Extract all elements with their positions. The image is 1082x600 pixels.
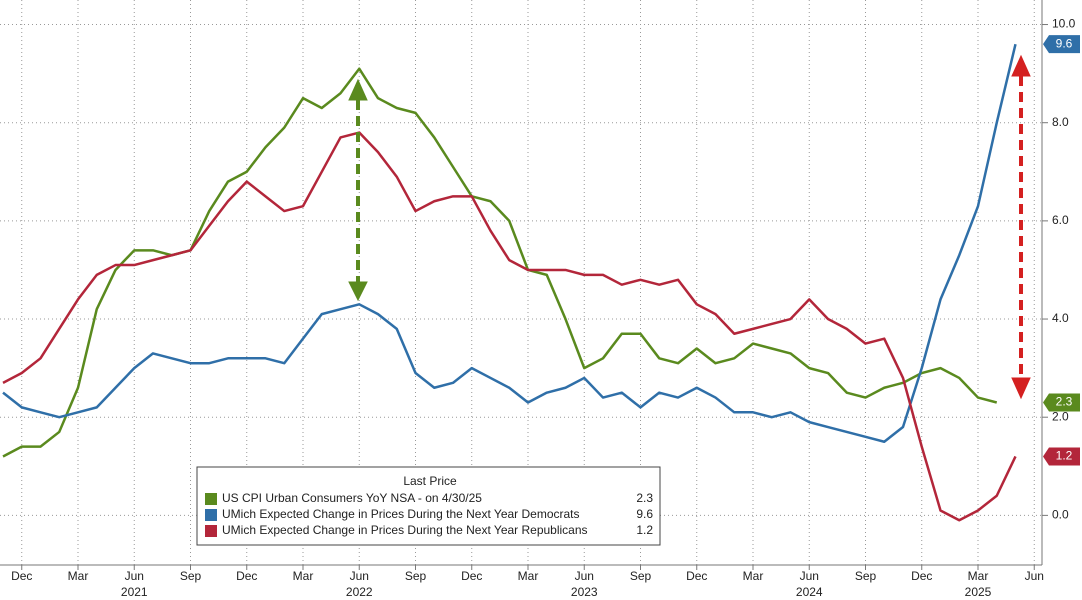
value-tag (1043, 35, 1080, 54)
series-line (2, 131, 1017, 522)
x-tick-label: Sep (180, 569, 202, 583)
year-label: 2022 (346, 585, 373, 599)
legend-label: UMich Expected Change in Prices During t… (222, 507, 580, 521)
x-tick-label: Jun (575, 569, 594, 583)
x-tick-label: Jun (1025, 569, 1044, 583)
value-tag (1043, 393, 1080, 412)
legend-label: UMich Expected Change in Prices During t… (222, 523, 588, 537)
lines (2, 43, 1017, 522)
y-tick-label: 6.0 (1052, 213, 1069, 227)
legend-value: 9.6 (636, 507, 653, 521)
x-tick-label: Mar (518, 569, 539, 583)
y-tick-label: 2.0 (1052, 409, 1069, 423)
year-label: 2025 (965, 585, 992, 599)
red-arrow (1011, 54, 1031, 400)
value-tag-label: 2.3 (1056, 395, 1073, 409)
x-tick-label: Sep (630, 569, 652, 583)
legend-value: 2.3 (636, 491, 653, 505)
year-label: 2023 (571, 585, 598, 599)
x-tick-label: Mar (743, 569, 764, 583)
y-tick-label: 4.0 (1052, 311, 1069, 325)
x-tick-label: Mar (968, 569, 989, 583)
axis-labels: 0.0 2.0 4.0 6.0 8.0 10.0 Dec Mar Jun Sep Dec Mar Jun… (11, 17, 1080, 599)
x-tick-label: Mar (68, 569, 89, 583)
x-tick-label: Jun (125, 569, 144, 583)
x-tick-label: Sep (855, 569, 877, 583)
x-tick-label: Dec (236, 569, 257, 583)
legend-label: US CPI Urban Consumers YoY NSA - on 4/30… (222, 491, 482, 505)
legend-swatch (205, 493, 217, 505)
legend-title: Last Price (403, 474, 457, 488)
legend-swatch (205, 525, 217, 537)
y-tick-label: 10.0 (1052, 17, 1076, 31)
legend-box (196, 466, 661, 546)
value-tag (1043, 447, 1080, 466)
x-tick-label: Dec (686, 569, 707, 583)
legend: Last Price US CPI Urban Consumers YoY NS… (196, 466, 661, 546)
y-tick-label: 0.0 (1052, 508, 1069, 522)
x-tick-label: Mar (293, 569, 314, 583)
legend-value: 1.2 (636, 523, 653, 537)
x-tick-label: Jun (350, 569, 369, 583)
y-tick-label: 8.0 (1052, 115, 1069, 129)
value-tag-label: 9.6 (1056, 36, 1073, 50)
x-tick-label: Dec (911, 569, 932, 583)
x-tick-label: Sep (405, 569, 427, 583)
series-line (2, 43, 1017, 443)
legend-swatch (205, 509, 217, 521)
series-line (2, 67, 998, 458)
year-label: 2024 (796, 585, 823, 599)
x-tick-label: Jun (800, 569, 819, 583)
green-arrow (348, 78, 368, 302)
x-tick-label: Dec (461, 569, 482, 583)
x-tick-label: Dec (11, 569, 32, 583)
value-tag-label: 1.2 (1056, 449, 1073, 463)
year-label: 2021 (121, 585, 148, 599)
